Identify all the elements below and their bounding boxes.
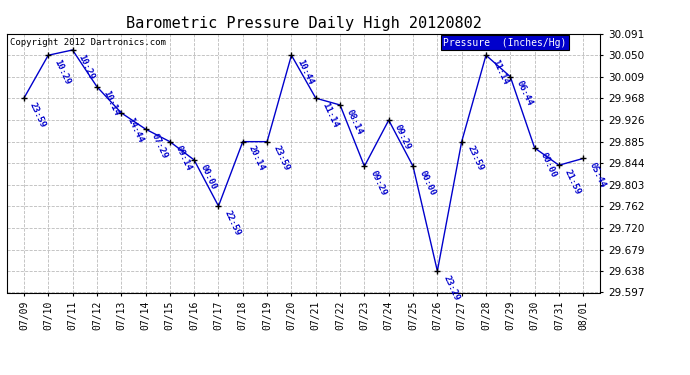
Text: 09:29: 09:29 [368,169,388,197]
Text: 20:14: 20:14 [247,144,266,172]
Text: 11:14: 11:14 [490,58,510,86]
Text: 06:44: 06:44 [515,80,534,108]
Text: 23:59: 23:59 [271,144,290,172]
Text: 23:59: 23:59 [28,101,48,129]
Text: 07:29: 07:29 [150,132,169,160]
Text: 10:44: 10:44 [295,58,315,86]
Text: Pressure  (Inches/Hg): Pressure (Inches/Hg) [443,38,566,48]
Text: Copyright 2012 Dartronics.com: Copyright 2012 Dartronics.com [10,38,166,46]
Text: 10:29: 10:29 [52,58,72,86]
Text: 00:00: 00:00 [417,169,437,197]
Title: Barometric Pressure Daily High 20120802: Barometric Pressure Daily High 20120802 [126,16,482,31]
Text: 00:00: 00:00 [198,163,218,191]
Text: 10:14: 10:14 [101,89,121,118]
Text: 14:44: 14:44 [126,116,145,144]
Text: 09:29: 09:29 [393,123,413,151]
Text: 08:14: 08:14 [344,108,364,136]
Text: 23:59: 23:59 [466,144,485,172]
Text: 22:59: 22:59 [223,209,242,237]
Text: 00:00: 00:00 [539,151,558,179]
Text: 05:44: 05:44 [587,161,607,189]
Text: 21:59: 21:59 [563,168,582,196]
Text: 10:29: 10:29 [77,53,96,81]
Text: 23:29: 23:29 [442,274,461,302]
Text: 09:14: 09:14 [174,144,193,172]
Text: 11:14: 11:14 [320,101,339,129]
